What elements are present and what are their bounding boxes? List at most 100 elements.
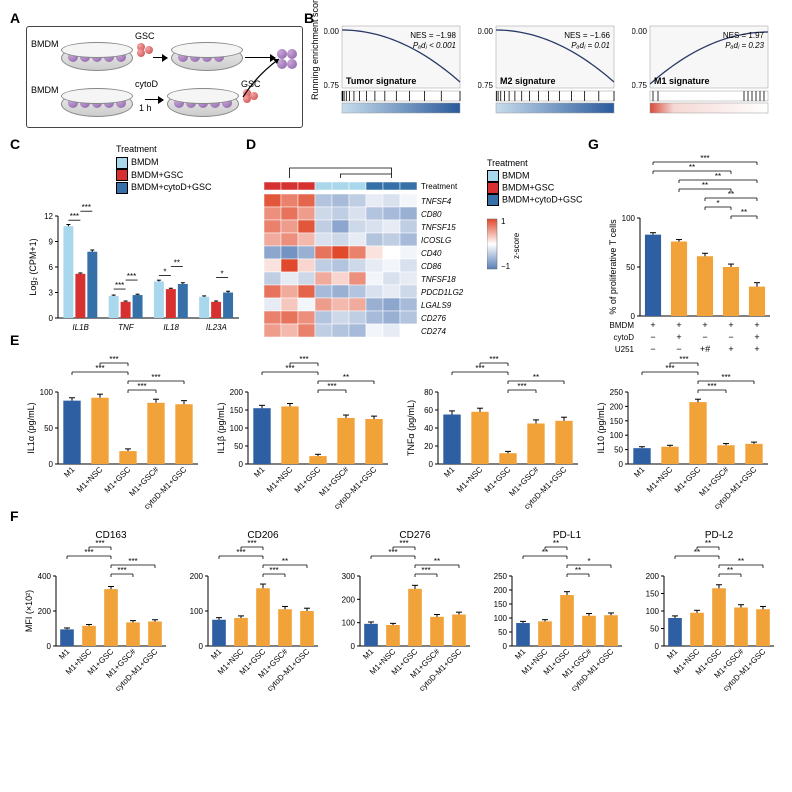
svg-text:100: 100	[230, 424, 244, 433]
svg-text:***: ***	[269, 566, 278, 575]
svg-text:50: 50	[626, 263, 635, 272]
svg-text:0: 0	[351, 642, 356, 651]
svg-text:CD86: CD86	[421, 262, 442, 271]
svg-text:M1: M1	[665, 647, 680, 662]
svg-text:*: *	[163, 267, 166, 276]
svg-text:**: **	[343, 373, 349, 382]
svg-text:PDCD1LG2: PDCD1LG2	[421, 288, 464, 297]
svg-text:***: ***	[489, 355, 498, 364]
svg-text:300: 300	[342, 572, 356, 581]
svg-text:+: +	[728, 320, 733, 330]
svg-text:M1: M1	[209, 647, 224, 662]
svg-text:**: **	[174, 258, 180, 267]
svg-text:***: ***	[700, 154, 709, 163]
gsea-plot-1: 0.00−0.75NES = −1.66Pₐdⱼ = 0.01M2 signat…	[478, 20, 618, 130]
svg-text:50: 50	[498, 628, 507, 637]
svg-text:6: 6	[49, 263, 54, 272]
svg-text:+: +	[676, 332, 681, 342]
svg-text:BMDM: BMDM	[610, 321, 635, 330]
svg-text:***: ***	[517, 382, 526, 391]
svg-text:+: +	[754, 320, 759, 330]
svg-text:***: ***	[137, 382, 146, 391]
svg-text:***: ***	[247, 539, 256, 548]
svg-text:20: 20	[424, 442, 433, 451]
label-cytod: cytoD	[135, 79, 158, 89]
svg-text:100: 100	[494, 614, 508, 623]
svg-text:+: +	[702, 320, 707, 330]
svg-text:M1 signature: M1 signature	[654, 76, 710, 86]
svg-text:M1: M1	[361, 647, 376, 662]
panel-label-A: A	[10, 10, 20, 26]
svg-text:250: 250	[610, 388, 624, 397]
svg-text:400: 400	[38, 572, 52, 581]
svg-text:**: **	[689, 163, 695, 172]
svg-text:9: 9	[49, 238, 54, 247]
gsea-plot-2: 0.00−0.75NES = 1.97Pₐdⱼ = 0.23M1 signatu…	[632, 20, 772, 130]
svg-text:***: ***	[327, 382, 336, 391]
svg-text:M1+NSC: M1+NSC	[75, 465, 105, 495]
svg-text:250: 250	[494, 572, 508, 581]
svg-text:−: −	[728, 332, 733, 342]
svg-text:M1: M1	[252, 465, 267, 480]
svg-text:Pₐdⱼ < 0.001: Pₐdⱼ < 0.001	[413, 41, 456, 50]
svg-text:100: 100	[40, 388, 54, 397]
svg-text:M1: M1	[57, 647, 72, 662]
svg-text:150: 150	[494, 600, 508, 609]
svg-text:**: **	[728, 190, 734, 199]
svg-text:TNFSF18: TNFSF18	[421, 275, 456, 284]
svg-text:0.00: 0.00	[632, 27, 648, 36]
svg-text:***: ***	[299, 355, 308, 364]
svg-text:*: *	[716, 199, 719, 208]
svg-text:+: +	[676, 320, 681, 330]
svg-text:M1+NSC: M1+NSC	[645, 465, 675, 495]
svg-text:−: −	[702, 332, 707, 342]
svg-text:200: 200	[230, 388, 244, 397]
panel-f-chart-2: 0100200300CD276M1M1+NSCM1+GSCM1+GSC#cyto…	[330, 528, 476, 698]
svg-text:150: 150	[646, 590, 660, 599]
panel-e-chart-3: 050100150200250IL10 (pg/mL)M1M1+NSCM1+GS…	[596, 352, 774, 512]
panel-d-legend: TreatmentBMDMBMDM+GSCBMDM+cytoD+GSC	[487, 158, 583, 206]
svg-text:IL18: IL18	[163, 323, 179, 332]
svg-text:cytoD: cytoD	[614, 333, 635, 342]
svg-text:**: **	[575, 566, 581, 575]
svg-text:50: 50	[614, 446, 623, 455]
svg-text:*: *	[221, 270, 224, 279]
svg-text:0: 0	[49, 314, 54, 323]
panel-f-chart-4: 050100150200PD-L2M1M1+NSCM1+GSCM1+GSC#cy…	[634, 528, 780, 698]
panel-g-chart: 050100% of proliferative T cells********…	[606, 154, 776, 324]
panel-d-colorbar: 1−1z-score	[487, 214, 527, 277]
svg-text:M1+NSC: M1+NSC	[455, 465, 485, 495]
svg-text:TNFα (pg/mL): TNFα (pg/mL)	[406, 400, 416, 456]
svg-text:***: ***	[151, 373, 160, 382]
label-bmdm-bot: BMDM	[31, 85, 59, 95]
panel-f-chart-0: 0200400MFI (×10²)CD163M1M1+NSCM1+GSCM1+G…	[26, 528, 172, 698]
svg-text:100: 100	[190, 607, 204, 616]
svg-text:CD40: CD40	[421, 249, 442, 258]
svg-text:***: ***	[117, 566, 126, 575]
svg-text:IL10 (pg/mL): IL10 (pg/mL)	[596, 402, 606, 453]
svg-text:***: ***	[95, 539, 104, 548]
svg-text:***: ***	[128, 557, 137, 566]
svg-text:MFI (×10²): MFI (×10²)	[24, 590, 34, 632]
svg-text:0: 0	[199, 642, 204, 651]
gsea-plot-0: 0.00−0.75NES = −1.98Pₐdⱼ < 0.001Tumor si…	[324, 20, 464, 130]
svg-text:60: 60	[424, 406, 433, 415]
svg-text:200: 200	[610, 402, 624, 411]
svg-text:100: 100	[622, 214, 636, 223]
panel-c-chart: 036912Log₂ (CPM+1)IL1B******TNF******IL1…	[28, 186, 243, 336]
label-1h: 1 h	[139, 103, 152, 113]
svg-text:IL1B: IL1B	[72, 323, 89, 332]
svg-text:TNFSF4: TNFSF4	[421, 197, 452, 206]
svg-text:CD274: CD274	[421, 327, 446, 336]
svg-text:−0.75: −0.75	[324, 81, 340, 90]
panel-label-E: E	[10, 332, 19, 348]
svg-text:−0.75: −0.75	[478, 81, 494, 90]
svg-text:200: 200	[646, 572, 660, 581]
svg-text:−1: −1	[501, 262, 511, 271]
svg-text:80: 80	[424, 388, 433, 397]
svg-text:100: 100	[646, 607, 660, 616]
svg-text:0: 0	[655, 642, 660, 651]
svg-text:M1+NSC: M1+NSC	[265, 465, 295, 495]
svg-text:***: ***	[399, 539, 408, 548]
svg-text:**: **	[741, 208, 747, 217]
